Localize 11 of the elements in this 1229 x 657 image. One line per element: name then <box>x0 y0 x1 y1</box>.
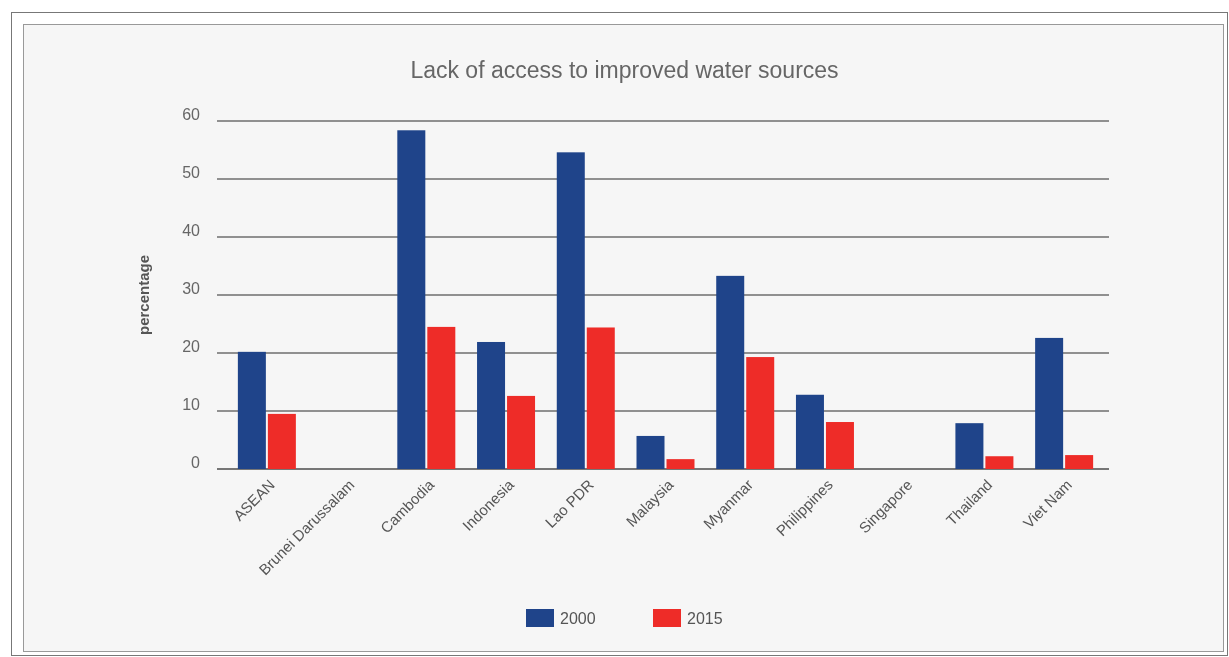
y-tick-label: 0 <box>191 454 201 471</box>
chart-title: Lack of access to improved water sources <box>410 57 839 83</box>
legend-label: 2000 <box>560 610 596 627</box>
y-tick-label: 10 <box>182 396 201 413</box>
y-tick-label: 20 <box>182 338 201 355</box>
legend-label: 2015 <box>687 610 723 627</box>
y-tick-label: 50 <box>182 164 201 181</box>
y-tick-label: 60 <box>182 106 201 123</box>
y-tick-label: 30 <box>182 280 201 297</box>
y-tick-label: 40 <box>182 222 201 239</box>
y-axis-title: percentage <box>135 254 152 336</box>
